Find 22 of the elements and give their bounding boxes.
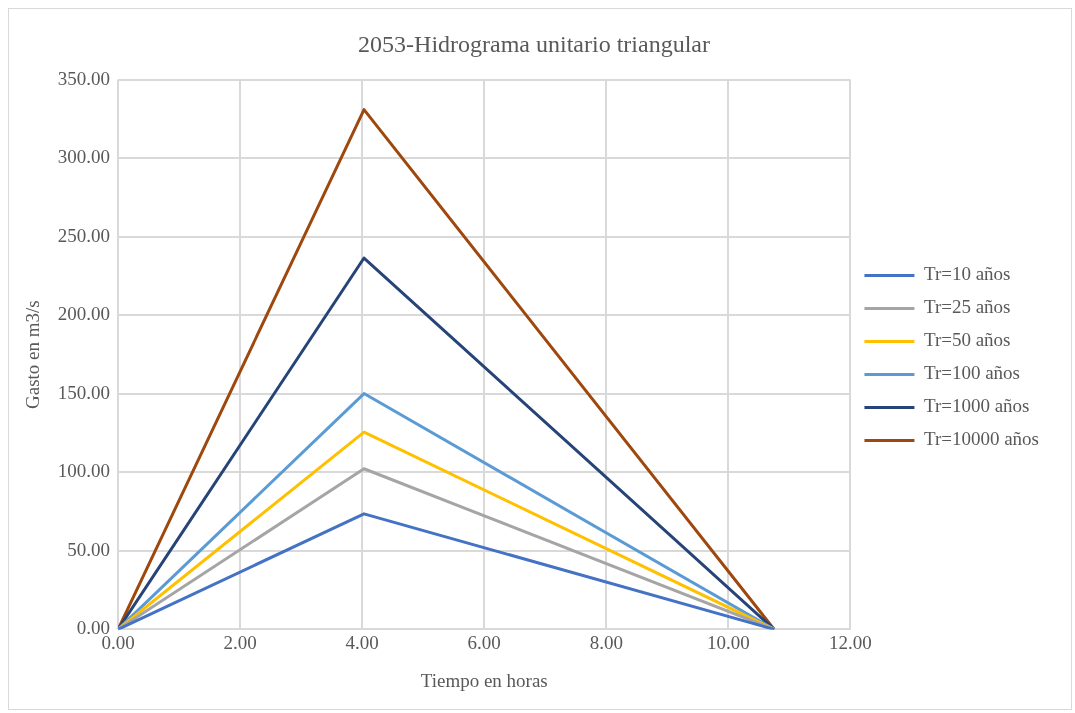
y-tick-label: 200.00 bbox=[57, 303, 111, 325]
y-tick-label: 300.00 bbox=[57, 146, 111, 168]
legend-label: Tr=25 años bbox=[923, 296, 1011, 318]
legend-label: Tr=50 años bbox=[923, 329, 1011, 351]
x-tick-label: 6.00 bbox=[467, 631, 501, 653]
y-axis-title: Gasto en m3/s bbox=[22, 300, 44, 409]
y-tick-label: 250.00 bbox=[57, 224, 111, 246]
x-axis-title: Tiempo en horas bbox=[420, 669, 548, 691]
x-tick-label: 10.00 bbox=[707, 631, 750, 653]
y-tick-label: 50.00 bbox=[67, 538, 111, 560]
x-tick-label: 4.00 bbox=[345, 631, 379, 653]
y-tick-label: 150.00 bbox=[57, 381, 111, 403]
x-tick-label: 8.00 bbox=[589, 631, 623, 653]
legend-label: Tr=10 años bbox=[923, 263, 1011, 285]
legend-label: Tr=1000 años bbox=[923, 395, 1030, 417]
x-tick-label: 2.00 bbox=[223, 631, 257, 653]
x-tick-label: 12.00 bbox=[829, 631, 872, 653]
legend-label: Tr=10000 años bbox=[923, 428, 1039, 450]
y-tick-label: 350.00 bbox=[57, 67, 111, 89]
legend-label: Tr=100 años bbox=[923, 362, 1020, 384]
y-tick-label: 100.00 bbox=[57, 460, 111, 482]
chart-title: 2053-Hidrograma unitario triangular bbox=[358, 30, 710, 57]
